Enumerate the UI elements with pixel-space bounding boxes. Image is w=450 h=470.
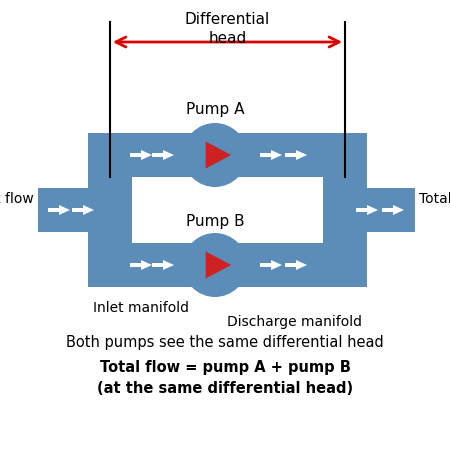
Polygon shape bbox=[38, 188, 132, 232]
FancyArrow shape bbox=[130, 150, 152, 160]
Text: Discharge manifold: Discharge manifold bbox=[227, 315, 362, 329]
Text: Differential
head: Differential head bbox=[185, 12, 270, 46]
Circle shape bbox=[183, 233, 247, 297]
FancyArrow shape bbox=[382, 205, 404, 215]
Text: Inlet flow: Inlet flow bbox=[0, 192, 34, 206]
Polygon shape bbox=[88, 243, 215, 287]
FancyArrow shape bbox=[152, 150, 174, 160]
Polygon shape bbox=[215, 133, 367, 177]
FancyArrow shape bbox=[260, 150, 282, 160]
Polygon shape bbox=[206, 141, 231, 169]
FancyArrow shape bbox=[285, 150, 307, 160]
Text: Pump B: Pump B bbox=[186, 214, 244, 229]
FancyArrow shape bbox=[130, 260, 152, 270]
FancyArrow shape bbox=[48, 205, 70, 215]
Circle shape bbox=[183, 123, 247, 187]
Text: Pump A: Pump A bbox=[186, 102, 244, 117]
FancyArrow shape bbox=[260, 260, 282, 270]
FancyArrow shape bbox=[72, 205, 94, 215]
Text: Total flow: Total flow bbox=[419, 192, 450, 206]
Polygon shape bbox=[88, 155, 132, 265]
Text: Inlet manifold: Inlet manifold bbox=[93, 301, 189, 315]
Polygon shape bbox=[206, 251, 231, 279]
FancyArrow shape bbox=[285, 260, 307, 270]
Polygon shape bbox=[215, 243, 367, 287]
Polygon shape bbox=[323, 155, 367, 265]
Polygon shape bbox=[88, 133, 215, 177]
Text: Total flow = pump A + pump B
(at the same differential head): Total flow = pump A + pump B (at the sam… bbox=[97, 360, 353, 396]
FancyArrow shape bbox=[356, 205, 378, 215]
Text: Both pumps see the same differential head: Both pumps see the same differential hea… bbox=[66, 335, 384, 350]
Polygon shape bbox=[323, 188, 415, 232]
FancyArrow shape bbox=[152, 260, 174, 270]
